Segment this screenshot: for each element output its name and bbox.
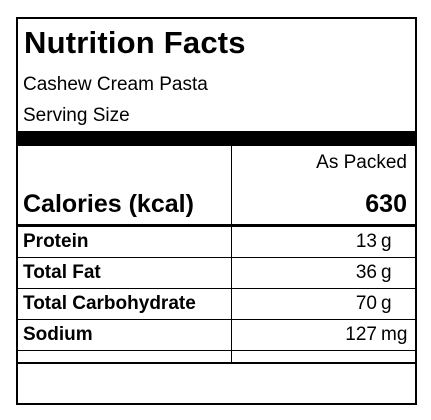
- nutrient-amount: 13: [355, 231, 377, 252]
- thick-divider-bar: [18, 131, 415, 146]
- product-name: Cashew Cream Pasta: [23, 74, 208, 95]
- nutrient-unit: g: [381, 293, 392, 314]
- nutrient-row-protein: Protein 13 g: [18, 227, 415, 258]
- column-divider: [231, 146, 232, 362]
- nutrient-name: Total Carbohydrate: [23, 293, 196, 314]
- nutrient-unit: mg: [381, 324, 408, 345]
- nutrient-row-total-carbohydrate: Total Carbohydrate 70 g: [18, 289, 415, 320]
- label-title: Nutrition Facts: [24, 25, 246, 60]
- calories-divider: [18, 224, 415, 227]
- footer-divider: [18, 362, 415, 364]
- nutrient-name: Total Fat: [23, 262, 101, 283]
- nutrient-amount: 127: [345, 324, 377, 345]
- nutrient-amount: 36: [355, 262, 377, 283]
- column-header-as-packed: As Packed: [316, 152, 407, 173]
- nutrient-name: Sodium: [23, 324, 93, 345]
- nutrient-table: As Packed Calories (kcal) 630 Protein 13…: [18, 146, 415, 362]
- nutrient-amount: 70: [355, 293, 377, 314]
- calories-value: 630: [365, 190, 407, 218]
- nutrient-row-sodium: Sodium 127 mg: [18, 320, 415, 351]
- serving-size-label: Serving Size: [23, 105, 130, 126]
- nutrient-row-total-fat: Total Fat 36 g: [18, 258, 415, 289]
- nutrient-name: Protein: [23, 231, 89, 252]
- nutrient-unit: g: [381, 262, 392, 283]
- nutrient-unit: g: [381, 231, 392, 252]
- nutrition-facts-label: Nutrition Facts Cashew Cream Pasta Servi…: [16, 17, 417, 405]
- calories-label: Calories (kcal): [23, 190, 194, 218]
